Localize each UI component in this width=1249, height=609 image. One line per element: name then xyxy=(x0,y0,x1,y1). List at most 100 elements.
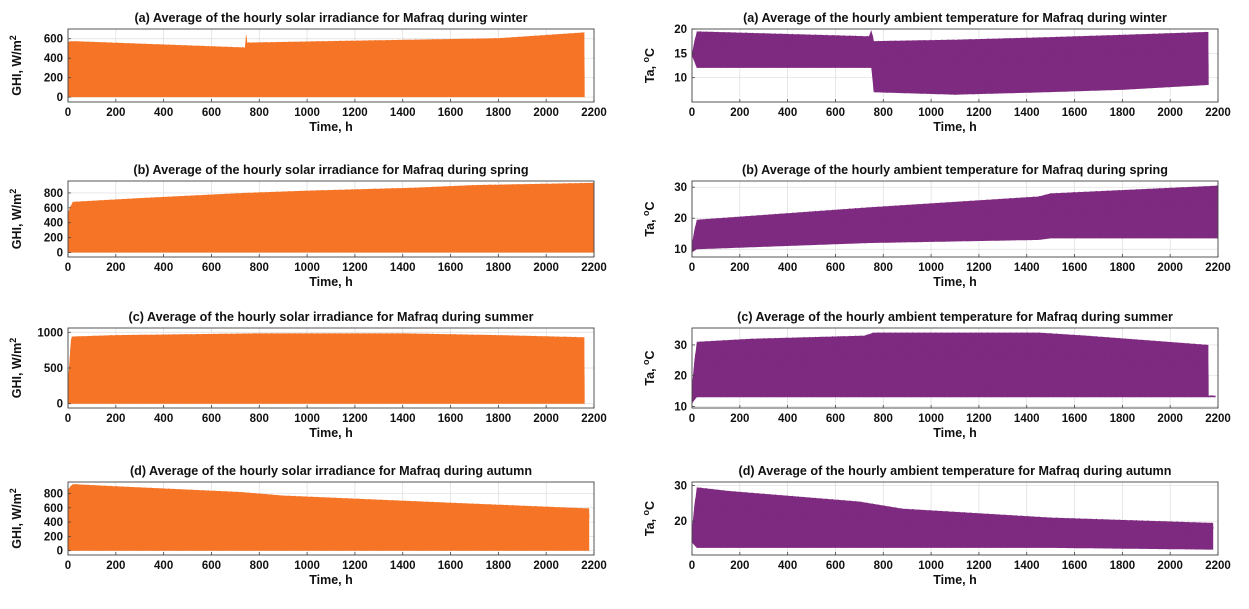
chart-title: (c) Average of the hourly solar irradian… xyxy=(129,310,534,324)
x-tick-label: 400 xyxy=(778,262,797,274)
y-tick-label: 0 xyxy=(57,399,63,411)
y-tick-label: 600 xyxy=(44,34,63,46)
series-envelope-0 xyxy=(68,182,594,253)
y-tick-label: 20 xyxy=(674,516,687,528)
x-tick-label: 600 xyxy=(826,107,845,119)
x-tick-label: 0 xyxy=(65,107,71,119)
series-line-0 xyxy=(67,182,595,253)
x-tick-label: 1800 xyxy=(486,107,512,119)
x-tick-label: 1200 xyxy=(342,262,368,274)
x-tick-label: 2200 xyxy=(1205,560,1231,572)
x-tick-label: 200 xyxy=(106,560,125,572)
y-tick-label: 10 xyxy=(674,73,687,85)
y-axis-label: GHI, W/m2 xyxy=(8,488,24,549)
x-tick-label: 2000 xyxy=(533,413,559,425)
x-tick-label: 2000 xyxy=(1157,413,1183,425)
x-tick-label: 1600 xyxy=(438,560,464,572)
x-tick-label: 600 xyxy=(202,413,221,425)
x-tick-label: 2200 xyxy=(581,413,607,425)
x-tick-label: 1200 xyxy=(966,107,992,119)
x-tick-label: 200 xyxy=(730,262,749,274)
x-tick-label: 1800 xyxy=(486,560,512,572)
x-tick-label: 2000 xyxy=(1157,560,1183,572)
x-tick-label: 1600 xyxy=(1062,560,1088,572)
y-tick-label: 1000 xyxy=(37,327,63,339)
x-tick-label: 2200 xyxy=(581,107,607,119)
x-tick-label: 400 xyxy=(154,560,173,572)
x-tick-label: 600 xyxy=(826,413,845,425)
series-envelope-0 xyxy=(68,32,585,98)
series-envelope-0 xyxy=(692,185,1218,253)
x-tick-label: 1200 xyxy=(966,413,992,425)
x-tick-label: 1400 xyxy=(390,413,416,425)
x-tick-label: 400 xyxy=(154,262,173,274)
x-tick-label: 2200 xyxy=(1205,107,1231,119)
x-tick-label: 400 xyxy=(778,413,797,425)
chart-title: (d) Average of the hourly solar irradian… xyxy=(130,464,532,478)
y-tick-label: 400 xyxy=(44,53,63,65)
plot-frame xyxy=(691,180,1219,258)
y-tick-label: 600 xyxy=(44,503,63,515)
x-tick-label: 1600 xyxy=(438,262,464,274)
x-tick-label: 0 xyxy=(65,560,71,572)
y-tick-label: 400 xyxy=(44,517,63,529)
x-tick-label: 1600 xyxy=(438,413,464,425)
x-tick-label: 0 xyxy=(65,413,71,425)
y-axis-label: GHI, W/m2 xyxy=(8,189,24,250)
x-tick-label: 200 xyxy=(106,107,125,119)
x-tick-label: 1800 xyxy=(1110,413,1136,425)
x-axis-label: Time, h xyxy=(933,120,977,134)
chart-panel-0: (a) Average of the hourly solar irradian… xyxy=(8,11,607,134)
x-axis-label: Time, h xyxy=(309,275,353,289)
series-envelope-0 xyxy=(692,30,1209,95)
x-tick-label: 1000 xyxy=(918,262,944,274)
x-tick-label: 400 xyxy=(778,560,797,572)
x-tick-label: 0 xyxy=(65,262,71,274)
x-tick-label: 1400 xyxy=(1014,107,1040,119)
x-tick-label: 0 xyxy=(689,560,695,572)
x-tick-label: 600 xyxy=(202,262,221,274)
x-tick-label: 1000 xyxy=(294,560,320,572)
y-axis-label: GHI, W/m2 xyxy=(8,35,24,96)
plot-frame xyxy=(67,180,595,258)
y-tick-label: 0 xyxy=(57,248,63,260)
x-tick-label: 1000 xyxy=(294,413,320,425)
x-tick-label: 1400 xyxy=(1014,413,1040,425)
x-tick-label: 0 xyxy=(689,262,695,274)
y-tick-label: 20 xyxy=(674,213,687,225)
x-tick-label: 800 xyxy=(250,413,269,425)
series-line-0 xyxy=(691,332,1209,404)
x-tick-label: 1200 xyxy=(342,107,368,119)
x-tick-label: 400 xyxy=(154,413,173,425)
chart-panel-1: (a) Average of the hourly ambient temper… xyxy=(641,11,1231,134)
x-tick-label: 1400 xyxy=(390,107,416,119)
series-line-0 xyxy=(691,487,1214,550)
y-tick-label: 500 xyxy=(44,363,63,375)
chart-panel-3: (b) Average of the hourly ambient temper… xyxy=(641,163,1231,289)
x-tick-label: 600 xyxy=(202,107,221,119)
x-tick-label: 2000 xyxy=(533,560,559,572)
x-tick-label: 1200 xyxy=(966,560,992,572)
chart-title: (b) Average of the hourly ambient temper… xyxy=(742,163,1168,177)
y-tick-label: 10 xyxy=(674,244,687,256)
x-tick-label: 400 xyxy=(778,107,797,119)
x-axis-label: Time, h xyxy=(933,426,977,440)
chart-title: (a) Average of the hourly ambient temper… xyxy=(743,11,1167,25)
y-tick-label: 20 xyxy=(674,24,687,36)
x-tick-label: 2200 xyxy=(1205,413,1231,425)
y-tick-label: 200 xyxy=(44,73,63,85)
chart-panel-2: (b) Average of the hourly solar irradian… xyxy=(8,163,607,289)
x-tick-label: 200 xyxy=(730,413,749,425)
chart-title: (a) Average of the hourly solar irradian… xyxy=(134,11,527,25)
x-tick-label: 1800 xyxy=(486,262,512,274)
y-axis-label: Ta, oC xyxy=(641,350,657,385)
y-tick-label: 30 xyxy=(674,182,687,194)
x-tick-label: 800 xyxy=(250,560,269,572)
chart-title: (c) Average of the hourly ambient temper… xyxy=(737,310,1173,324)
x-tick-label: 1600 xyxy=(1062,413,1088,425)
x-tick-label: 600 xyxy=(202,560,221,572)
series-line-0 xyxy=(691,185,1219,253)
y-tick-label: 20 xyxy=(674,371,687,383)
y-tick-label: 800 xyxy=(44,488,63,500)
